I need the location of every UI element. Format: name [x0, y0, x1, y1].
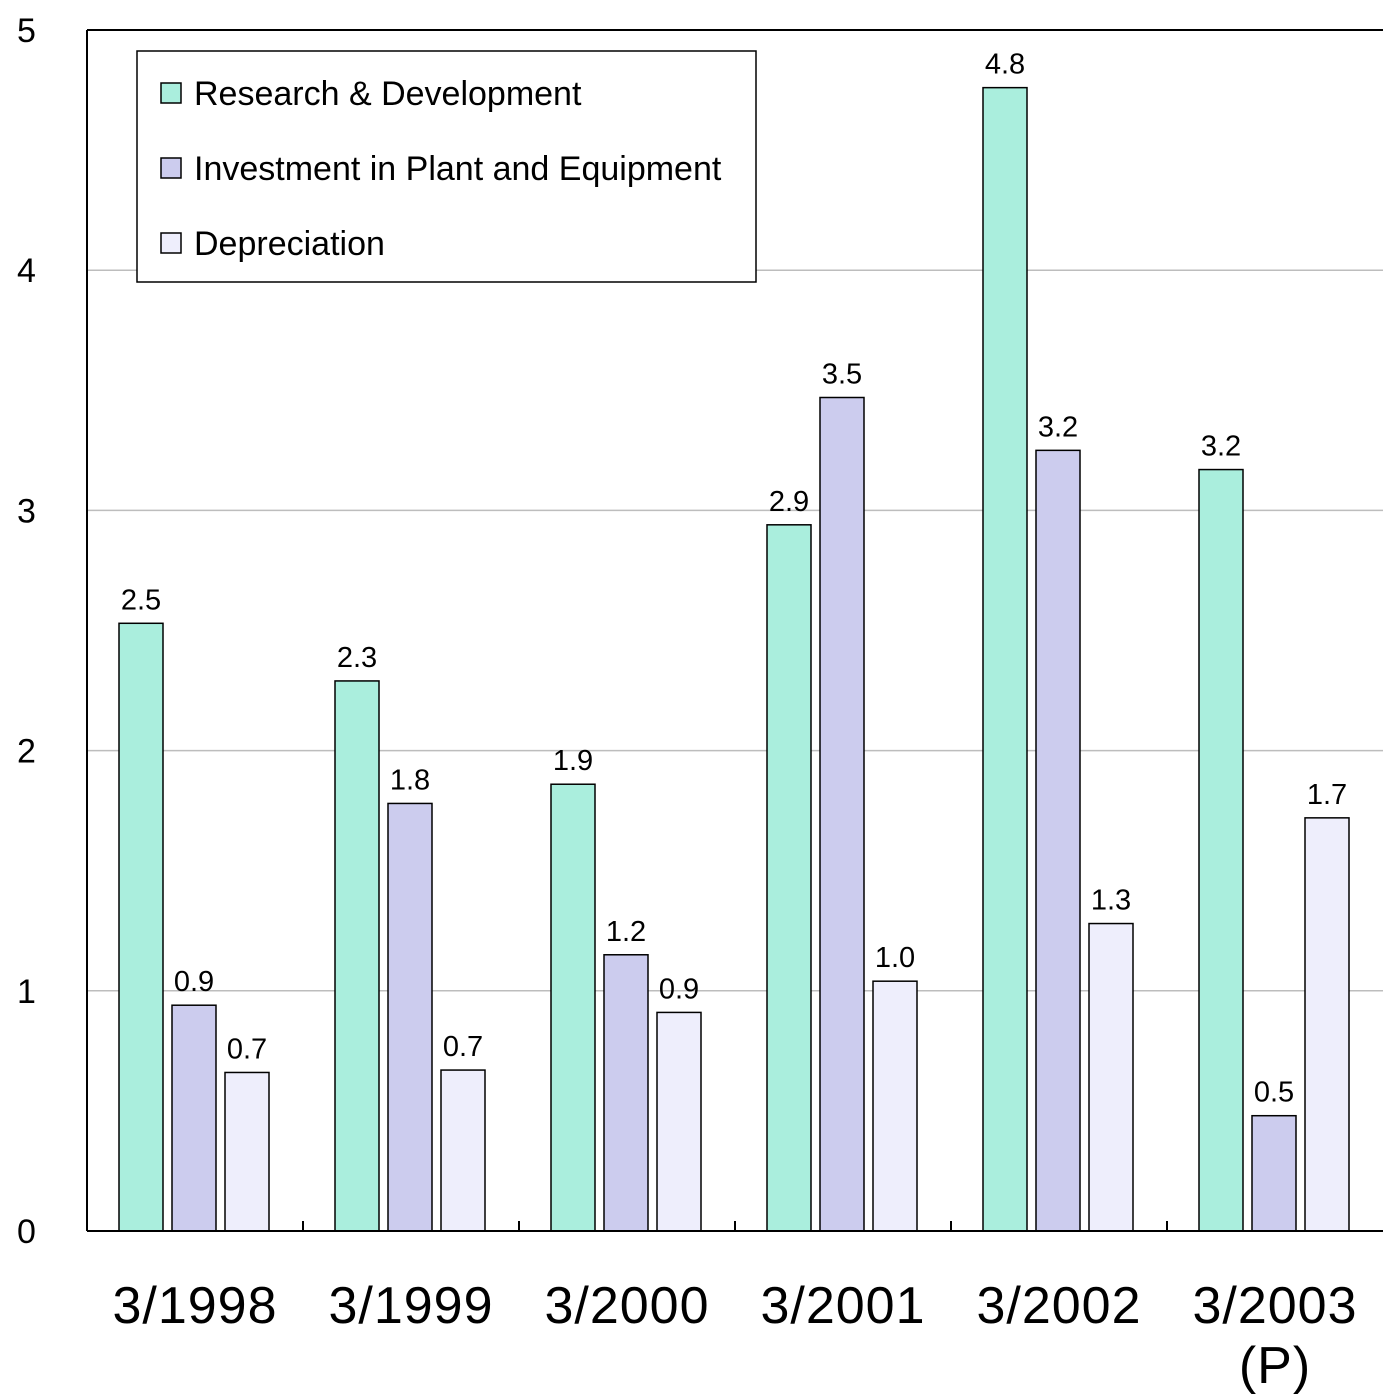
category-label: 3/1998 — [112, 1277, 277, 1335]
data-label: 2.3 — [337, 642, 377, 674]
y-tick-label: 1 — [17, 973, 36, 1011]
bar — [118, 622, 164, 1232]
category-label: (P) — [1239, 1337, 1311, 1395]
data-label: 2.9 — [769, 486, 809, 518]
data-label: 0.5 — [1254, 1077, 1294, 1109]
data-label: 0.9 — [174, 966, 214, 998]
bar — [656, 1011, 702, 1232]
category-label: 3/1999 — [328, 1277, 493, 1335]
data-label: 3.2 — [1038, 411, 1078, 443]
bar — [1088, 922, 1134, 1232]
legend-swatch — [160, 157, 182, 179]
data-label: 1.9 — [553, 745, 593, 777]
data-label: 1.0 — [875, 942, 915, 974]
y-tick-label: 5 — [17, 12, 36, 50]
bar — [1304, 817, 1350, 1232]
legend-swatch — [160, 82, 182, 104]
data-label: 1.3 — [1091, 885, 1131, 917]
category-label: 3/2002 — [976, 1277, 1141, 1335]
y-tick-label: 4 — [17, 252, 36, 290]
legend-swatch — [160, 232, 182, 254]
legend: Research & Development Investment in Plan… — [136, 50, 757, 283]
data-label: 1.8 — [390, 764, 430, 796]
y-tick-label: 0 — [17, 1213, 36, 1251]
bar — [440, 1069, 486, 1232]
legend-label: Investment in Plant and Equipment — [194, 150, 722, 188]
data-label: 3.5 — [822, 359, 862, 391]
bar — [550, 783, 596, 1232]
data-label: 4.8 — [985, 49, 1025, 81]
category-label: 3/2003 — [1192, 1277, 1357, 1335]
legend-label: Depreciation — [194, 225, 385, 263]
bar — [819, 396, 865, 1232]
bar — [1035, 449, 1081, 1232]
bar — [334, 680, 380, 1232]
x-tick-marks — [302, 1221, 1168, 1231]
bar — [982, 86, 1028, 1232]
bar — [872, 980, 918, 1232]
bar — [224, 1071, 270, 1232]
bars — [118, 86, 1350, 1232]
data-label: 0.9 — [659, 973, 699, 1005]
y-tick-labels: 0 1 2 3 4 5 — [17, 12, 36, 1251]
bar — [1198, 468, 1244, 1232]
bar — [766, 524, 812, 1232]
y-tick-label: 3 — [17, 492, 36, 530]
data-label: 1.7 — [1307, 779, 1347, 811]
data-label: 1.2 — [606, 916, 646, 948]
bar — [1251, 1114, 1297, 1232]
data-label: 2.5 — [121, 584, 161, 616]
category-label: 3/2001 — [760, 1277, 925, 1335]
bar — [171, 1004, 217, 1232]
bar — [387, 802, 433, 1232]
legend-box — [136, 50, 757, 283]
data-label: 0.7 — [227, 1033, 267, 1065]
data-label: 0.7 — [443, 1031, 483, 1063]
category-label: 3/2000 — [544, 1277, 709, 1335]
legend-label: Research & Development — [194, 75, 582, 113]
y-tick-label: 2 — [17, 733, 36, 771]
gridlines — [87, 269, 1383, 992]
data-labels: 2.5 0.9 0.7 2.3 1.8 0.7 1.9 1.2 0.9 2.9 3.5 1.0 4.8 3… — [121, 49, 1347, 1109]
bar — [603, 954, 649, 1232]
data-label: 3.2 — [1201, 431, 1241, 463]
category-labels: 3/1998 3/1999 3/2000 3/2001 3/2002 3/2003(P) — [112, 1277, 1357, 1395]
